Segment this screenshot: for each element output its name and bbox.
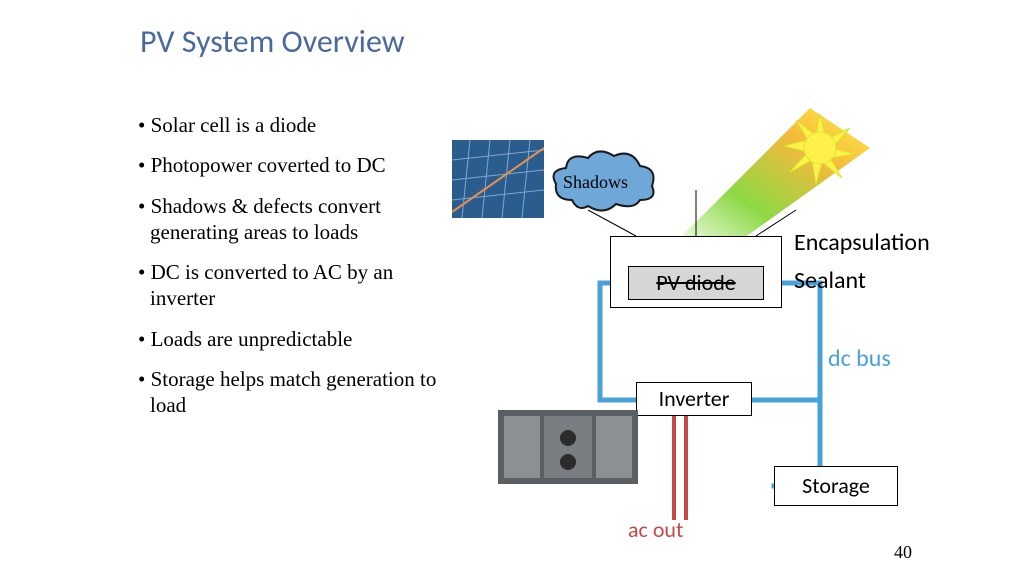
- shadows-label: Shadows: [563, 172, 628, 193]
- sealant-label: Sealant: [794, 266, 866, 295]
- dc-bus-label: dc bus: [828, 344, 891, 373]
- bullet-item: Storage helps match generation to load: [138, 366, 438, 419]
- bullet-list: Solar cell is a diode Photopower coverte…: [138, 112, 438, 432]
- sun-rays-icon: [670, 108, 870, 248]
- page-number: 40: [894, 542, 912, 563]
- bullet-item: DC is converted to AC by an inverter: [138, 259, 438, 312]
- pv-diode-box: PV diode: [628, 266, 764, 300]
- bullet-item: Loads are unpredictable: [138, 326, 438, 352]
- storage-box: Storage: [774, 466, 898, 506]
- bullet-item: Photopower coverted to DC: [138, 152, 438, 178]
- inverter-box: Inverter: [636, 382, 752, 416]
- pv-system-diagram: Shadows PV diode Inverter Storage Encaps…: [440, 100, 990, 550]
- ac-out-label: ac out: [628, 516, 683, 543]
- solar-panel-image: [452, 140, 544, 218]
- slide-title: PV System Overview: [140, 22, 405, 61]
- bullet-item: Shadows & defects convert generating are…: [138, 193, 438, 246]
- encapsulation-label: Encapsulation: [794, 228, 930, 257]
- bullet-item: Solar cell is a diode: [138, 112, 438, 138]
- equipment-image: [498, 410, 638, 484]
